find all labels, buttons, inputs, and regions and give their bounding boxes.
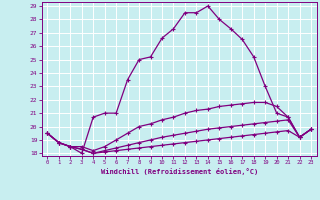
- X-axis label: Windchill (Refroidissement éolien,°C): Windchill (Refroidissement éolien,°C): [100, 168, 258, 175]
